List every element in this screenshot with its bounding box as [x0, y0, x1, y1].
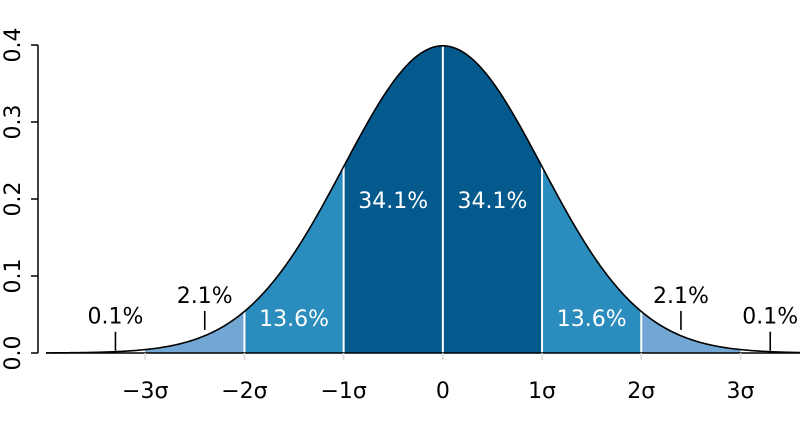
- x-tick-label-5: 2σ: [627, 379, 655, 404]
- dividers-layer: [243, 45, 643, 353]
- band-label-3: 13.6%: [557, 307, 627, 332]
- band-5: [641, 311, 741, 353]
- x-tick-label-1: −2σ: [221, 379, 267, 404]
- x-tick-label-2: −1σ: [320, 379, 366, 404]
- y-tick-label-4: 0.4: [1, 28, 26, 63]
- tail-label-3: 0.1%: [742, 305, 798, 330]
- tail-label-2: 0.1%: [87, 305, 143, 330]
- band-0: [145, 311, 245, 353]
- x-tick-label-3: 0: [436, 379, 450, 404]
- y-tick-label-1: 0.1: [1, 259, 26, 294]
- tail-label-1: 2.1%: [653, 284, 709, 309]
- y-tick-label-0: 0.0: [1, 336, 26, 371]
- density-curve: [45, 45, 800, 354]
- band-label-1: 34.1%: [458, 189, 528, 214]
- band-label-0: 34.1%: [358, 189, 428, 214]
- x-tick-label-4: 1σ: [528, 379, 556, 404]
- band-label-2: 13.6%: [259, 307, 329, 332]
- y-tick-label-2: 0.2: [1, 182, 26, 217]
- x-tick-label-6: 3σ: [726, 379, 754, 404]
- labels-layer: 34.1% 34.1% 13.6% 13.6% 2.1% 2.1% 0.1% 0.1%: [87, 189, 798, 351]
- y-tick-label-3: 0.3: [1, 105, 26, 140]
- x-tick-label-0: −3σ: [122, 379, 168, 404]
- tail-label-0: 2.1%: [177, 284, 233, 309]
- curve-layer: [45, 45, 800, 354]
- axes-layer: 0.0 0.1 0.2 0.3 0.4 −3σ −2σ −1σ 0 1σ 2σ 3σ: [1, 28, 800, 404]
